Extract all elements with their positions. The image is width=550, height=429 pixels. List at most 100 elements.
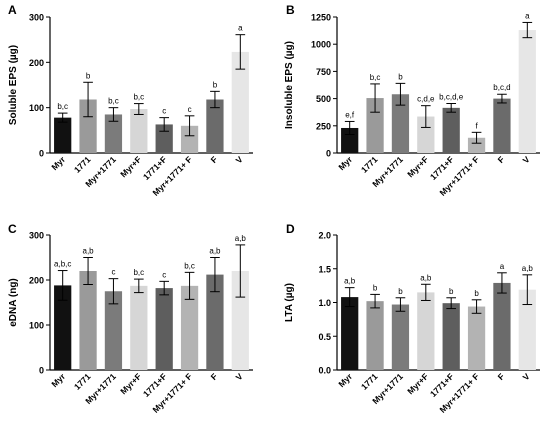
significance-letter: a,b [522,264,534,273]
significance-letter: b,c,d,e [439,92,464,101]
y-tick-label: 2.0 [318,231,331,241]
bar [104,114,123,153]
y-axis-label: Soluble EPS (µg) [8,45,19,125]
bar [180,285,199,370]
significance-letter: c [162,270,166,279]
significance-letter: b,c [108,97,119,106]
x-tick-label: Myr+F [118,371,143,396]
significance-letter: b [213,80,218,89]
bar [417,116,435,153]
x-tick-label: Myr [49,371,67,389]
x-tick-label: Myr [336,371,354,389]
significance-letter: b,c,d [493,83,510,92]
x-tick-label: Myr+F [405,371,430,396]
x-tick-label: F [496,154,507,165]
bar [130,109,148,153]
y-tick-label: 300 [29,13,44,23]
bar [391,94,410,153]
bar [417,292,435,370]
bar [442,303,460,370]
bar [79,99,97,153]
x-tick-label: 1771 [359,371,380,392]
x-tick-label: 1771 [359,154,380,175]
bar [180,125,199,153]
significance-letter: b,c [184,261,195,270]
x-tick-label: 1771 [72,154,93,175]
significance-letter: b [398,72,403,81]
y-tick-label: 1250 [311,13,331,23]
y-tick-label: 1.0 [318,298,331,308]
x-tick-label: V [521,371,532,382]
y-tick-label: 1.5 [318,264,331,274]
y-tick-label: 0 [326,149,331,159]
x-tick-label: 1771 [72,371,93,392]
bar [467,137,486,153]
significance-letter: e,f [345,110,355,119]
bar [54,285,72,370]
significance-letter: a [500,262,505,271]
y-tick-label: 750 [316,67,331,77]
significance-letter: b,c [370,73,381,82]
y-tick-label: 200 [29,58,44,68]
x-tick-label: F [496,371,507,382]
significance-letter: b [373,283,378,292]
bar [493,282,511,370]
bar [206,274,224,370]
significance-letter: a,b [344,277,356,286]
panel-b: B Insoluble EPS (µg) 0 250 500 750 1000 1250 e,f… [284,3,540,198]
bar [493,98,511,153]
significance-letter: b [449,287,454,296]
y-tick-label: 0 [39,366,44,376]
y-tick-label: 0.0 [318,366,331,376]
panel-label: D [286,222,295,236]
bar [54,117,72,153]
panel-d: D LTA (µg) 0.0 0.5 1.0 1.5 2.0 a,b Myr b 1771 b Myr+… [284,222,540,415]
y-axis-label: eDNA (ng) [8,278,19,327]
significance-letter: a [525,11,530,20]
x-tick-label: V [521,154,532,165]
x-tick-label: F [209,371,220,382]
panel-a: A Soluble EPS (µg) 0 100 200 300 b,c Myr b 1771 b,… [8,3,253,198]
significance-letter: b,c [133,93,144,102]
significance-letter: a,b,c [54,260,71,269]
y-tick-label: 0.5 [318,332,331,342]
y-tick-label: 200 [29,276,44,286]
x-tick-label: Myr [336,154,354,172]
significance-letter: c,d,e [417,95,435,104]
bar [518,30,536,153]
bar [231,51,249,154]
x-tick-label: Myr [49,154,67,172]
y-tick-label: 1000 [311,40,331,50]
panel-label: C [8,222,17,236]
panel-label: A [8,3,17,17]
x-tick-label: Myr+F [118,154,143,179]
significance-letter: b [86,71,91,80]
y-axis-label: Insoluble EPS (µg) [284,41,295,129]
y-tick-label: 500 [316,94,331,104]
y-axis-label: LTA (µg) [284,283,295,322]
significance-letter: c [111,268,115,277]
x-tick-label: F [209,154,220,165]
panel-label: B [286,3,295,17]
significance-letter: f [475,121,478,130]
bar [341,297,359,370]
significance-letter: a,b [420,273,432,282]
significance-letter: b [398,287,403,296]
significance-letter: b,c [133,268,144,277]
x-tick-label: Myr+F [405,154,430,179]
bar [79,271,97,370]
bar [391,304,410,370]
significance-letter: a,b [235,234,247,243]
y-tick-label: 250 [316,121,331,131]
significance-letter: c [188,105,192,114]
bar [442,107,460,153]
significance-letter: b [474,289,479,298]
bar [206,99,224,153]
significance-letter: a [238,24,243,33]
x-tick-label: V [234,371,245,382]
y-tick-label: 300 [29,231,44,241]
significance-letter: a,b [209,247,221,256]
